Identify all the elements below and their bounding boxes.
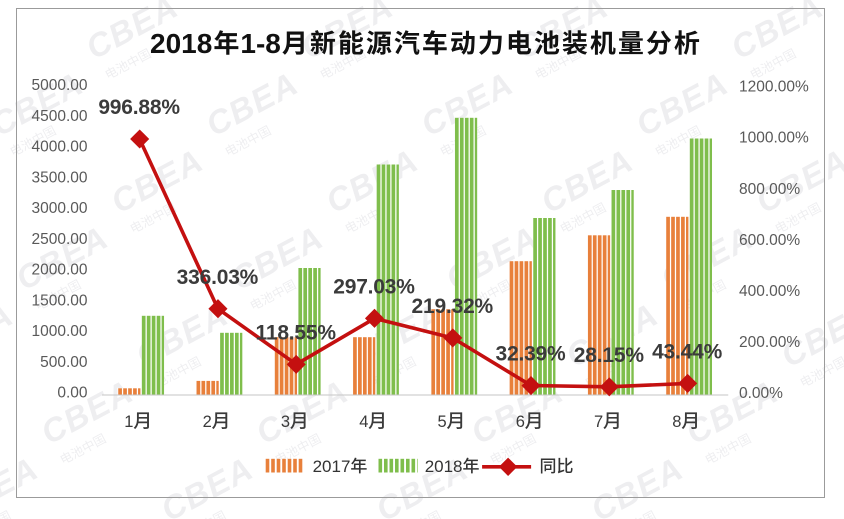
svg-text:200.00%: 200.00% xyxy=(739,334,800,351)
svg-text:28.15%: 28.15% xyxy=(574,344,645,367)
svg-text:996.88%: 996.88% xyxy=(98,96,180,119)
svg-text:4: 4 xyxy=(359,413,368,431)
svg-text:600.00%: 600.00% xyxy=(739,232,800,249)
svg-text:43.44%: 43.44% xyxy=(652,341,723,364)
svg-text:8: 8 xyxy=(672,413,681,431)
svg-text:0.00%: 0.00% xyxy=(739,385,783,402)
svg-text:0.00: 0.00 xyxy=(57,385,88,402)
svg-text:1: 1 xyxy=(124,413,133,431)
svg-text:1200.00%: 1200.00% xyxy=(739,79,809,96)
svg-text:5: 5 xyxy=(438,413,447,431)
svg-text:500.00: 500.00 xyxy=(40,354,88,371)
svg-text:4500.00: 4500.00 xyxy=(31,108,87,125)
svg-text:1500.00: 1500.00 xyxy=(31,292,87,309)
svg-text:32.39%: 32.39% xyxy=(495,343,566,366)
svg-text:3500.00: 3500.00 xyxy=(31,170,87,187)
svg-text:2017: 2017 xyxy=(313,457,351,476)
svg-text:297.03%: 297.03% xyxy=(333,276,415,299)
svg-text:1-8: 1-8 xyxy=(240,28,280,59)
svg-text:2018: 2018 xyxy=(425,457,463,476)
svg-text:118.55%: 118.55% xyxy=(256,321,337,344)
svg-text:5000.00: 5000.00 xyxy=(31,77,87,94)
svg-text:4000.00: 4000.00 xyxy=(31,139,87,156)
svg-text:336.03%: 336.03% xyxy=(177,266,259,289)
svg-text:2500.00: 2500.00 xyxy=(31,231,87,248)
svg-text:2018: 2018 xyxy=(150,28,212,59)
svg-text:2000.00: 2000.00 xyxy=(31,262,87,279)
svg-text:1000.00%: 1000.00% xyxy=(739,130,809,147)
svg-text:7: 7 xyxy=(594,413,603,431)
svg-text:2: 2 xyxy=(203,413,212,431)
svg-text:800.00%: 800.00% xyxy=(739,181,800,198)
svg-text:3000.00: 3000.00 xyxy=(31,200,87,217)
svg-text:400.00%: 400.00% xyxy=(739,283,800,300)
svg-text:219.32%: 219.32% xyxy=(412,295,494,318)
svg-text:3: 3 xyxy=(281,413,290,431)
svg-text:6: 6 xyxy=(516,413,525,431)
svg-text:1000.00: 1000.00 xyxy=(31,323,87,340)
